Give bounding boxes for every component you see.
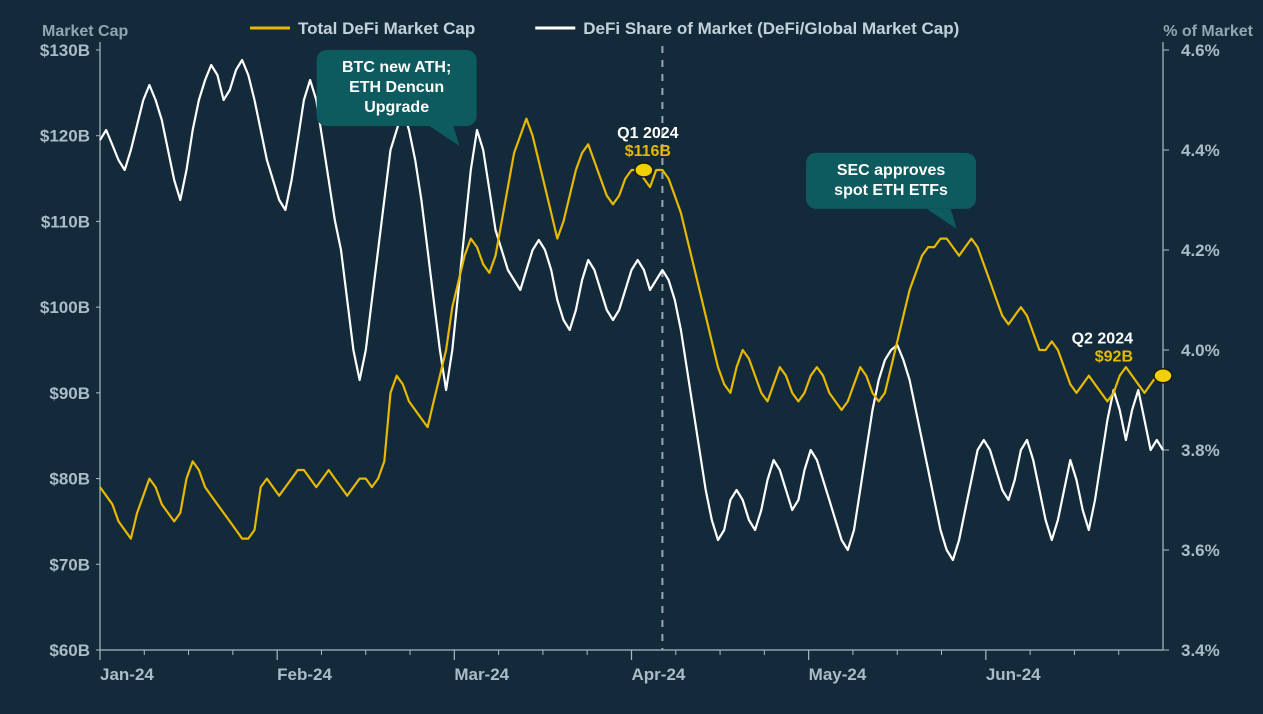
xtick: May-24: [809, 665, 867, 684]
ytick-right: 3.6%: [1181, 541, 1220, 560]
xtick: Jun-24: [986, 665, 1041, 684]
defi-market-chart: Total DeFi Market Cap DeFi Share of Marke…: [0, 0, 1263, 714]
callout-text: spot ETH ETFs: [834, 182, 948, 199]
marker-dot: [1154, 369, 1172, 383]
xtick: Apr-24: [632, 665, 686, 684]
ytick-left: $120B: [40, 127, 90, 146]
legend-label: Total DeFi Market Cap: [298, 19, 475, 38]
ytick-left: $90B: [49, 384, 90, 403]
ytick-left: $60B: [49, 641, 90, 660]
axis-left-title: Market Cap: [42, 23, 128, 40]
chart-svg: Total DeFi Market Cap DeFi Share of Marke…: [0, 0, 1263, 714]
marker-dot: [635, 163, 653, 177]
callout-text: Upgrade: [364, 99, 429, 116]
ytick-right: 3.4%: [1181, 641, 1220, 660]
xtick: Jan-24: [100, 665, 154, 684]
legend-label: DeFi Share of Market (DeFi/Global Market…: [583, 19, 959, 38]
marker-title: Q1 2024: [617, 125, 678, 142]
ytick-right: 4.2%: [1181, 241, 1220, 260]
ytick-left: $130B: [40, 41, 90, 60]
marker-value: $92B: [1095, 349, 1133, 366]
callout-text: ETH Dencun: [349, 79, 444, 96]
ytick-left: $70B: [49, 555, 90, 574]
ytick-right: 3.8%: [1181, 441, 1220, 460]
xtick: Feb-24: [277, 665, 332, 684]
marker-value: $116B: [625, 143, 671, 160]
callout-text: BTC new ATH;: [342, 59, 451, 76]
callout-text: SEC approves: [837, 162, 946, 179]
ytick-right: 4.0%: [1181, 341, 1220, 360]
ytick-left: $80B: [49, 470, 90, 489]
ytick-right: 4.4%: [1181, 141, 1220, 160]
ytick-right: 4.6%: [1181, 41, 1220, 60]
axis-right-title: % of Market: [1163, 23, 1253, 40]
ytick-left: $110B: [41, 212, 90, 231]
marker-title: Q2 2024: [1072, 331, 1133, 348]
xtick: Mar-24: [454, 665, 509, 684]
ytick-left: $100B: [40, 298, 90, 317]
